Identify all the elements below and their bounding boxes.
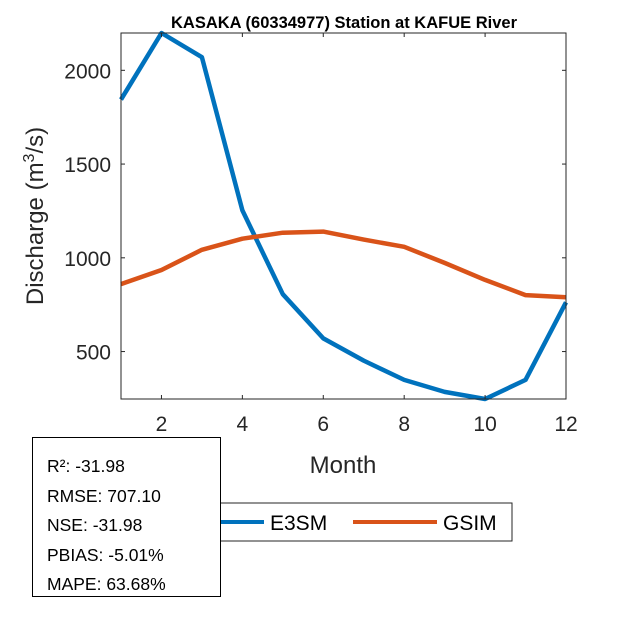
x-tick-label: 12: [554, 413, 577, 436]
y-axis-label-end: /s): [22, 127, 49, 154]
x-tick-label: 4: [237, 413, 249, 436]
y-axis-label-sup: 3: [21, 153, 38, 162]
series-line-gsim: [120, 229, 567, 300]
stats-box: R²: -31.98 RMSE: 707.10 NSE: -31.98 PBIA…: [32, 437, 221, 597]
legend-label-e3sm: E3SM: [270, 512, 327, 535]
y-tick-label: 500: [76, 342, 111, 365]
x-axis-label: Month: [310, 452, 377, 479]
x-tick-label: 8: [398, 413, 410, 436]
x-axis: 2 4 6 8 10 12: [156, 33, 578, 436]
stats-r2: R²: -31.98: [47, 456, 125, 476]
x-tick-label: 2: [156, 413, 168, 436]
legend: E3SM GSIM: [169, 502, 513, 542]
chart-title: KASAKA (60334977) Station at KAFUE River: [171, 14, 518, 32]
stats-nse: NSE: -31.98: [47, 515, 143, 535]
series-line-e3sm: [119, 30, 568, 402]
x-tick-label: 10: [473, 413, 496, 436]
plot-area: [121, 33, 566, 399]
y-axis-label: Discharge (m3/s): [21, 127, 49, 305]
stats-mape: MAPE: 63.68%: [47, 574, 166, 594]
series-layer: [119, 30, 568, 402]
stats-pbias: PBIAS: -5.01%: [47, 544, 164, 565]
y-axis: 500 1000 1500 2000: [64, 60, 566, 365]
y-axis-label-main: Discharge (m: [22, 162, 49, 305]
x-tick-label: 6: [317, 413, 329, 436]
y-tick-label: 1000: [64, 248, 111, 271]
y-tick-label: 1500: [64, 154, 111, 177]
y-tick-label: 2000: [64, 60, 111, 83]
legend-label-gsim: GSIM: [443, 512, 497, 535]
stats-rmse: RMSE: 707.10: [47, 485, 161, 506]
